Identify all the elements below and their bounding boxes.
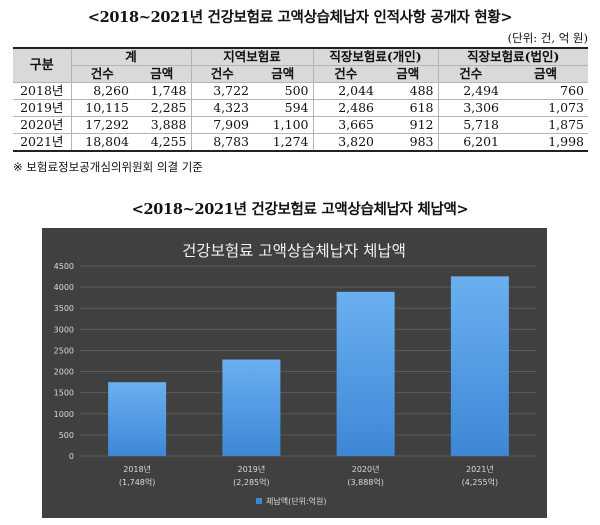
row-year: 2019년 (13, 99, 72, 117)
cell: 4,255 (133, 133, 192, 152)
table-row: 2021년 18,804 4,255 8,783 1,274 3,820 983… (13, 133, 588, 152)
subheader: 금액 (253, 65, 314, 83)
group-workplace-personal: 직장보험료(개인) (313, 47, 439, 66)
x-tick-label: 2018년 (123, 464, 151, 474)
y-tick-label: 2500 (54, 346, 74, 355)
bar (336, 291, 395, 456)
cell: 594 (253, 99, 314, 117)
cell: 2,494 (438, 82, 503, 100)
bar (450, 276, 509, 456)
chart-title: 건강보험료 고액상습체납자 체납액 (182, 242, 406, 260)
cell: 6,201 (438, 133, 503, 152)
y-tick-label: 1500 (54, 389, 74, 398)
cell: 1,073 (503, 99, 588, 117)
x-tick-label: 2021년 (466, 464, 494, 474)
y-tick-label: 500 (59, 431, 74, 440)
cell: 3,820 (313, 133, 378, 152)
y-tick-label: 3500 (54, 304, 74, 313)
cell: 3,306 (438, 99, 503, 117)
cell: 8,260 (71, 82, 133, 100)
cell: 5,718 (438, 116, 503, 134)
status-table: 구분 계 지역보험료 직장보험료(개인) 직장보험료(법인) 건수 금액 건수 … (13, 47, 588, 152)
group-regional: 지역보험료 (191, 47, 314, 66)
cell: 1,998 (503, 133, 588, 152)
subheader: 금액 (378, 65, 439, 83)
x-tick-sublabel: (2,285억) (233, 477, 270, 487)
cell: 1,100 (253, 116, 314, 134)
cell: 2,486 (313, 99, 378, 117)
row-year: 2018년 (13, 82, 72, 100)
y-tick-label: 1000 (54, 410, 74, 419)
subheader: 건수 (71, 65, 133, 83)
y-tick-label: 4500 (54, 262, 74, 271)
y-tick-label: 3000 (54, 325, 74, 334)
cell: 3,888 (133, 116, 192, 134)
bar-chart-svg: 건강보험료 고액상습체납자 체납액 0 500 1000 1500 2000 2500 300… (54, 242, 537, 506)
subheader: 건수 (438, 65, 503, 83)
cell: 1,875 (503, 116, 588, 134)
legend-label: 체납액(단위:억원) (266, 496, 326, 506)
cell: 618 (378, 99, 439, 117)
subheader: 금액 (133, 65, 192, 83)
cell: 4,323 (191, 99, 253, 117)
cell: 983 (378, 133, 439, 152)
cell: 912 (378, 116, 439, 134)
row-year: 2020년 (13, 116, 72, 134)
cell: 8,783 (191, 133, 253, 152)
table-row: 2020년 17,292 3,888 7,909 1,100 3,665 912… (13, 116, 588, 134)
cell: 2,044 (313, 82, 378, 100)
y-tick-label: 4000 (54, 283, 74, 292)
unit-label: (단위: 건, 억 원) (507, 31, 588, 45)
group-workplace-corporate: 직장보험료(법인) (438, 47, 588, 66)
x-tick-sublabel: (1,748억) (119, 477, 156, 487)
cell: 1,274 (253, 133, 314, 152)
cell: 500 (253, 82, 314, 100)
subheader: 금액 (503, 65, 588, 83)
cell: 1,748 (133, 82, 192, 100)
y-tick-label: 0 (69, 452, 74, 461)
cell: 17,292 (71, 116, 133, 134)
bar (222, 359, 281, 456)
cell: 7,909 (191, 116, 253, 134)
table-title: <2018~2021년 건강보험료 고액상습체납자 인적사항 공개자 현황> (87, 9, 513, 26)
y-tick-label: 2000 (54, 368, 74, 377)
cell: 2,285 (133, 99, 192, 117)
x-tick-sublabel: (3,888억) (347, 477, 384, 487)
bar (108, 382, 167, 456)
cell: 760 (503, 82, 588, 100)
legend-swatch (256, 498, 262, 504)
cell: 18,804 (71, 133, 133, 152)
table-header-sub: 건수 금액 건수 금액 건수 금액 건수 금액 (13, 65, 588, 83)
row-year: 2021년 (13, 133, 72, 152)
cell: 488 (378, 82, 439, 100)
bar-chart: 건강보험료 고액상습체납자 체납액 0 500 1000 1500 2000 2500 300… (42, 228, 547, 518)
group-total: 계 (71, 47, 192, 66)
subheader: 건수 (191, 65, 253, 83)
subheader: 건수 (313, 65, 378, 83)
cell: 10,115 (71, 99, 133, 117)
x-tick-label: 2020년 (352, 464, 380, 474)
table-row: 2018년 8,260 1,748 3,722 500 2,044 488 2,… (13, 82, 588, 100)
table-header-groups: 구분 계 지역보험료 직장보험료(개인) 직장보험료(법인) (13, 47, 588, 83)
x-tick-sublabel: (4,255억) (462, 477, 499, 487)
cell: 3,665 (313, 116, 378, 134)
cell: 3,722 (191, 82, 253, 100)
source-note: ※ 보험료정보공개심의위원회 의결 기준 (13, 160, 203, 174)
table-row: 2019년 10,115 2,285 4,323 594 2,486 618 3… (13, 99, 588, 117)
chart-section-title: <2018~2021년 건강보험료 고액상습체납자 체납액> (131, 201, 469, 218)
x-tick-label: 2019년 (238, 464, 266, 474)
header-gubun: 구분 (13, 47, 72, 83)
